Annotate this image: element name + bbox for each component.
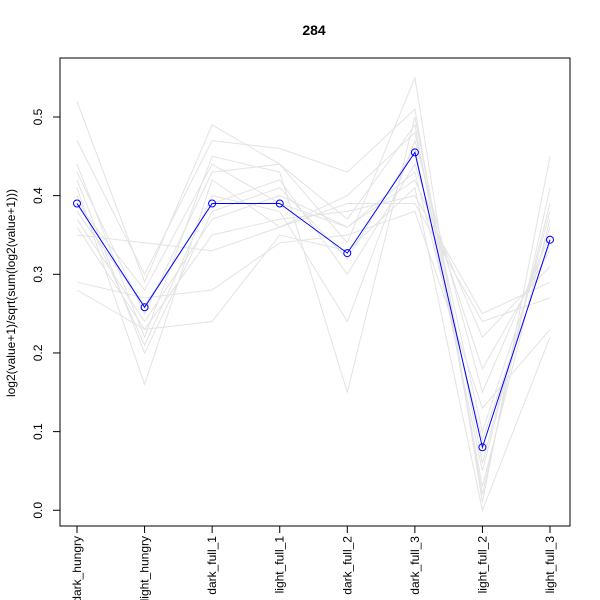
background-series-line-7 bbox=[76, 163, 551, 370]
highlight-point-dark_full_1 bbox=[208, 199, 217, 208]
x-tick-label: dark_full_1 bbox=[205, 536, 219, 595]
highlight-point-dark_full_2 bbox=[343, 249, 352, 258]
background-series-line-11 bbox=[76, 210, 551, 409]
highlight-point-light_full_1 bbox=[275, 199, 284, 208]
background-series-line-12 bbox=[76, 186, 551, 513]
y-axis: 0.0 0.1 0.2 0.3 0.4 0.5 bbox=[31, 108, 61, 519]
background-series-group bbox=[76, 75, 551, 513]
highlight-point-light_full_2 bbox=[478, 443, 487, 452]
background-series-line-10 bbox=[76, 203, 551, 323]
x-tick-label: dark_full_3 bbox=[408, 536, 422, 595]
y-tick-label: 0.0 bbox=[31, 502, 45, 519]
y-tick-label: 0.1 bbox=[31, 423, 45, 440]
y-tick-label: 0.3 bbox=[31, 266, 45, 283]
plot-frame bbox=[59, 57, 571, 527]
background-series-line-8 bbox=[76, 179, 551, 339]
highlight-series-group bbox=[73, 148, 554, 452]
x-tick-label: light_full_1 bbox=[273, 536, 287, 594]
background-series-line-14 bbox=[76, 163, 551, 442]
x-axis: dark_hungry light_hungry dark_full_1 light_… bbox=[70, 525, 557, 600]
background-series-line-13 bbox=[76, 147, 551, 472]
background-series-line-3 bbox=[76, 116, 551, 464]
highlight-point-light_full_3 bbox=[546, 235, 554, 244]
x-tick-label: light_hungry bbox=[138, 536, 152, 600]
background-series-line-2 bbox=[76, 108, 551, 495]
highlight-point-light_hungry bbox=[140, 303, 149, 312]
highlight-point-dark_hungry bbox=[73, 199, 81, 208]
x-tick-label: light_full_2 bbox=[475, 536, 489, 594]
y-tick-label: 0.2 bbox=[31, 344, 45, 361]
background-series-line-6 bbox=[76, 138, 551, 394]
background-series-line-1 bbox=[76, 75, 551, 503]
highlight-series-line bbox=[76, 151, 551, 450]
y-tick-label: 0.5 bbox=[31, 108, 45, 125]
y-axis-title: log2(value+1)/sqrt(sum(log2(value+1))) bbox=[4, 189, 18, 397]
highlight-point-dark_full_3 bbox=[410, 148, 419, 157]
x-tick-label: dark_hungry bbox=[70, 536, 84, 600]
x-tick-label: light_full_3 bbox=[543, 536, 557, 594]
x-tick-label: dark_full_2 bbox=[340, 536, 354, 595]
chart-title: 284 bbox=[302, 22, 326, 38]
y-tick-label: 0.4 bbox=[31, 187, 45, 204]
